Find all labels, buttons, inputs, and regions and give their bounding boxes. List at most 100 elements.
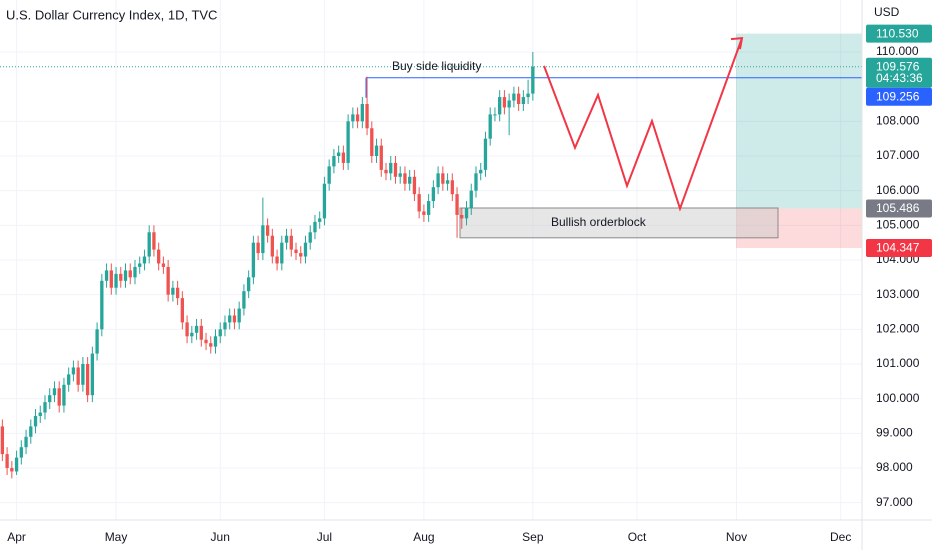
candle-body [341, 152, 346, 163]
candle-body [147, 232, 151, 257]
candle-body [299, 253, 303, 257]
x-tick-label: Sep [522, 530, 544, 544]
candle-body [436, 173, 440, 188]
candle-body [152, 232, 156, 250]
countdown-label: 04:43:36 [876, 71, 923, 85]
price-label: 110.530 [876, 26, 919, 40]
candle-body [157, 249, 161, 264]
candle-body [261, 225, 265, 254]
candle-body [5, 454, 9, 468]
candle-body [507, 100, 511, 108]
y-tick-label: 100.000 [876, 391, 920, 405]
price-label: 105.486 [876, 201, 920, 215]
x-tick-label: Dec [830, 530, 851, 544]
target-zone [736, 33, 862, 209]
candle-body [412, 176, 417, 195]
candle-body [199, 325, 203, 340]
candle-body [81, 364, 85, 385]
candle-body [175, 287, 180, 299]
candle-body [441, 173, 445, 184]
candle-body [109, 270, 113, 288]
candle-body [62, 384, 66, 406]
candle-body [284, 235, 289, 243]
projection-line [543, 37, 743, 212]
candle-body [318, 218, 322, 222]
candle-body [251, 242, 256, 278]
candle-body [498, 97, 502, 115]
candle-body [327, 166, 331, 184]
candle-body [384, 169, 388, 174]
candle-body [265, 225, 270, 236]
liquidity-label: Buy side liquidity [392, 59, 481, 73]
candle-body [393, 162, 398, 177]
candle-body [242, 291, 246, 309]
candle-body [431, 187, 436, 202]
candle-body [455, 194, 459, 215]
candle-body [14, 457, 19, 472]
candle-body [422, 211, 426, 215]
candle-body [365, 104, 369, 129]
y-tick-label: 103.000 [876, 287, 920, 301]
candle-body [516, 93, 521, 104]
candle-body [223, 322, 227, 330]
orderblock [459, 207, 779, 239]
price-label-box [866, 24, 932, 43]
candle-body [123, 270, 128, 281]
candle-body [280, 242, 284, 264]
candle-body [493, 114, 497, 116]
y-tick-label: 101.000 [876, 356, 920, 370]
candle-body [445, 180, 450, 184]
candle-body [346, 121, 350, 163]
candle-body [166, 266, 170, 295]
candle-body [332, 156, 336, 167]
candle-body [67, 374, 71, 385]
candle-body [246, 277, 251, 292]
candle-body [133, 266, 137, 278]
candle-body [469, 190, 473, 208]
candle-body [228, 315, 232, 323]
candle-body [161, 263, 166, 267]
candle-body [128, 270, 132, 278]
candle-body [322, 183, 327, 219]
candle-body [512, 93, 516, 101]
candle-body [389, 162, 393, 174]
candle-body [374, 145, 379, 156]
candle-body [171, 287, 175, 295]
x-tick-label: May [105, 530, 128, 544]
price-label-box [866, 87, 932, 106]
candle-body [256, 242, 260, 254]
candle-body [398, 173, 402, 177]
candle-body [531, 66, 535, 94]
candle-body [71, 367, 76, 375]
candle-body [474, 173, 478, 191]
candle-body [19, 447, 23, 458]
candle-body [403, 173, 407, 184]
candle-body [213, 336, 218, 347]
y-tick-label: 110.000 [876, 44, 919, 58]
candle-body [483, 138, 488, 170]
y-tick-label: 102.000 [876, 322, 920, 336]
candle-body [43, 402, 47, 413]
candle-body [52, 388, 57, 396]
y-tick-label: 106.000 [876, 183, 920, 197]
x-tick-label: Jul [317, 530, 332, 544]
candle-body [355, 114, 360, 122]
candle-body [232, 315, 237, 323]
x-tick-label: Jun [211, 530, 230, 544]
candle-body [29, 426, 33, 437]
plot: Bullish orderblock Buy side liquidity [0, 33, 862, 479]
candle-body [303, 242, 308, 257]
candle-body [185, 322, 189, 337]
y-tick-label: 107.000 [876, 148, 920, 162]
candle-body [10, 468, 14, 472]
candle-body [57, 388, 61, 406]
y-tick-label: 99.000 [876, 426, 913, 440]
price-label-box [866, 57, 932, 88]
currency-label: USD [874, 5, 900, 19]
projection-arrowhead [730, 37, 744, 50]
candle-body [204, 339, 208, 344]
candle-body [114, 273, 118, 288]
candle-body [313, 221, 317, 233]
